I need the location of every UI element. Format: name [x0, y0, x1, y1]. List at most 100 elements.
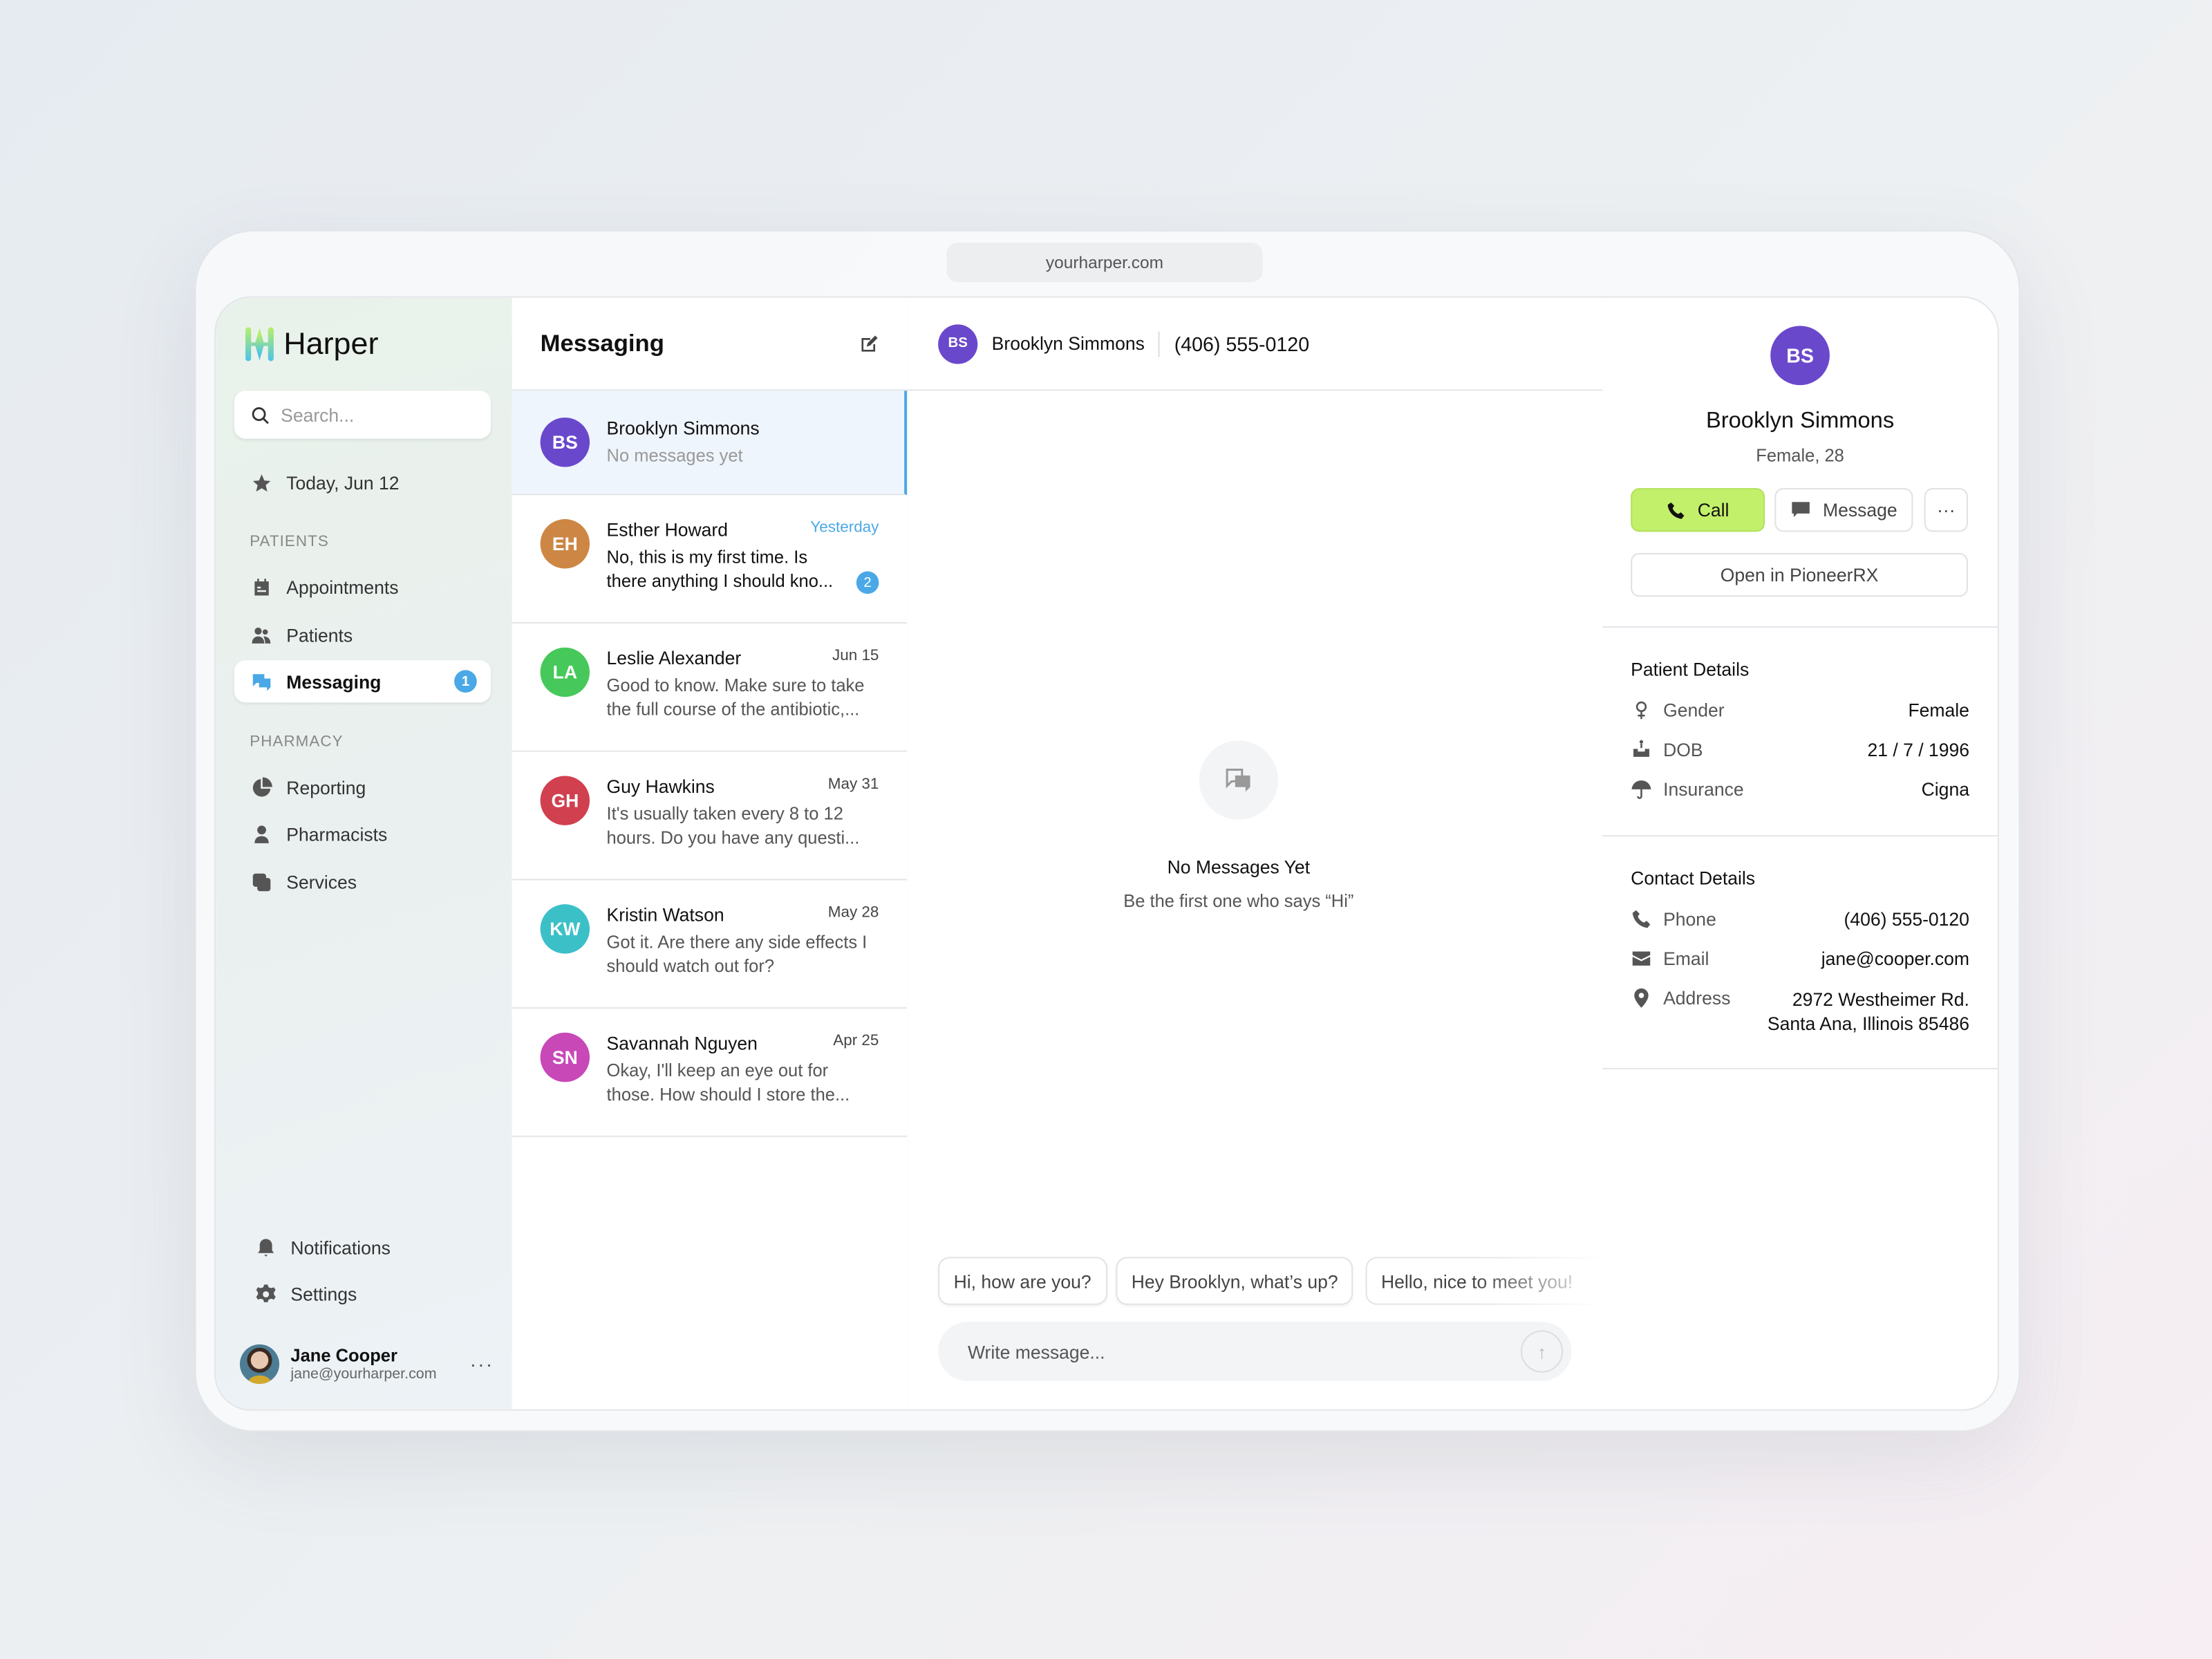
conversation-list: Messaging BS Brooklyn Simmons No message…	[512, 297, 909, 1409]
patient-details-panel: BS Brooklyn Simmons Female, 28 Call Mess…	[1602, 297, 1998, 1409]
avatar: KW	[540, 904, 590, 954]
conversation-date: May 31	[827, 776, 879, 793]
gear-icon	[256, 1284, 276, 1302]
section-pharmacy: PHARMACY	[250, 733, 344, 751]
send-button[interactable]: ↑	[1520, 1330, 1564, 1373]
empty-title: No Messages Yet	[1167, 856, 1311, 878]
user-profile[interactable]: Jane Cooper jane@yourharper.com ···	[239, 1344, 494, 1385]
conversation-date: Jun 15	[832, 647, 879, 665]
today-item[interactable]: Today, Jun 12	[234, 461, 491, 503]
sidebar-item-patients[interactable]: Patients	[234, 614, 491, 656]
pie-chart-icon	[252, 776, 272, 796]
conversation-item[interactable]: GH Guy Hawkins May 31 It's usually taken …	[512, 752, 908, 881]
harper-logo-icon	[245, 327, 274, 362]
female-icon	[1635, 701, 1647, 720]
patient-avatar: BS	[1770, 326, 1830, 386]
contact-name: Leslie Alexander	[606, 647, 742, 669]
message-input[interactable]: Write message... ↑	[938, 1322, 1572, 1381]
message-preview: It's usually taken every 8 to 12 hours. …	[606, 804, 860, 848]
message-preview: Got it. Are there any side effects I sho…	[606, 932, 868, 977]
avatar: EH	[540, 519, 590, 569]
patient-subtitle: Female, 28	[1756, 445, 1844, 466]
avatar: LA	[540, 647, 590, 697]
detail-row-insurance: Insurance Cigna	[1631, 779, 1969, 818]
search-icon	[252, 406, 269, 424]
mail-icon	[1632, 951, 1651, 966]
more-icon[interactable]: ···	[469, 1353, 494, 1376]
user-email: jane@yourharper.com	[290, 1365, 437, 1382]
conversation-date: Apr 25	[833, 1032, 879, 1050]
conversation-item[interactable]: BS Brooklyn Simmons No messages yet	[512, 391, 908, 496]
section-patients: PATIENTS	[250, 533, 329, 550]
chat-icon	[252, 673, 271, 691]
contact-name: Brooklyn Simmons	[606, 417, 760, 438]
detail-row-gender: Gender Female	[1631, 700, 1969, 739]
pharmacist-icon	[254, 825, 269, 843]
app-window: Harper Search... Today, Jun 12 PATIENTS …	[214, 296, 1999, 1411]
empty-chat-icon	[1199, 740, 1278, 820]
detail-row-phone: Phone (406) 555-0120	[1631, 908, 1969, 948]
sidebar-item-reporting[interactable]: Reporting	[234, 766, 491, 808]
sidebar-item-settings[interactable]: Settings	[238, 1273, 495, 1315]
services-icon	[252, 872, 271, 891]
chat-avatar: BS	[938, 324, 978, 364]
phone-icon	[1668, 501, 1685, 518]
conversation-item[interactable]: KW Kristin Watson May 28 Got it. Are ther…	[512, 880, 908, 1009]
contact-details-section: Contact Details Phone (406) 555-0120 Emai…	[1602, 835, 1998, 1069]
section-title: Contact Details	[1631, 868, 1756, 889]
message-preview: Good to know. Make sure to take the full…	[606, 675, 865, 720]
conversation-item[interactable]: LA Leslie Alexander Jun 15 Good to know. …	[512, 624, 908, 752]
cake-icon	[1633, 740, 1649, 757]
detail-row-dob: DOB 21 / 7 / 1996	[1631, 739, 1969, 778]
chat-header: BS Brooklyn Simmons (406) 555-0120	[907, 298, 1603, 391]
message-icon	[1792, 502, 1810, 517]
contact-name: Kristin Watson	[606, 904, 724, 926]
conversation-item[interactable]: EH Esther Howard Yesterday No, this is my…	[512, 495, 908, 624]
list-title: Messaging	[540, 329, 664, 357]
suggestion-chip[interactable]: Hi, how are you?	[938, 1257, 1107, 1305]
location-pin-icon	[1634, 988, 1649, 1008]
message-preview: No, this is my first time. Is there anyt…	[606, 547, 834, 592]
arrow-up-icon: ↑	[1537, 1340, 1547, 1362]
message-button[interactable]: Message	[1774, 488, 1913, 532]
patient-details-section: Patient Details Gender Female DOB 21 / 7 /…	[1602, 626, 1998, 835]
sidebar-item-pharmacists[interactable]: Pharmacists	[234, 813, 491, 855]
more-actions-button[interactable]: ···	[1924, 488, 1968, 532]
suggestion-chip[interactable]: Hey Brooklyn, what’s up?	[1116, 1257, 1354, 1305]
avatar: SN	[540, 1032, 590, 1082]
bell-icon	[258, 1238, 274, 1256]
avatar	[239, 1344, 280, 1385]
message-preview: Okay, I'll keep an eye out for those. Ho…	[606, 1060, 850, 1105]
sidebar-item-notifications[interactable]: Notifications	[238, 1226, 495, 1268]
conversation-item[interactable]: SN Savannah Nguyen Apr 25 Okay, I'll keep…	[512, 1009, 908, 1137]
patient-name: Brooklyn Simmons	[1705, 409, 1895, 433]
chat-contact-name: Brooklyn Simmons	[991, 332, 1145, 355]
section-title: Patient Details	[1631, 659, 1750, 680]
conversation-date: Yesterday	[810, 519, 879, 536]
calendar-icon	[254, 578, 269, 595]
suggestion-chip[interactable]: Hello, nice to meet you!	[1365, 1257, 1609, 1305]
url-bar[interactable]: yourharper.com	[946, 243, 1263, 283]
contact-name: Esther Howard	[606, 519, 729, 541]
search-input[interactable]: Search...	[234, 391, 491, 439]
contact-name: Guy Hawkins	[606, 776, 715, 798]
sidebar-item-messaging[interactable]: Messaging 1	[234, 660, 491, 703]
sidebar: Harper Search... Today, Jun 12 PATIENTS …	[216, 297, 512, 1409]
compose-icon[interactable]	[859, 334, 879, 354]
umbrella-icon	[1631, 780, 1651, 799]
chat-contact-phone: (406) 555-0120	[1174, 332, 1310, 355]
empty-subtitle: Be the first one who says “Hi”	[1123, 891, 1354, 912]
unread-badge: 1	[454, 670, 477, 693]
conversation-date: May 28	[827, 904, 879, 921]
call-button[interactable]: Call	[1631, 488, 1765, 532]
avatar: GH	[540, 776, 590, 825]
sidebar-item-appointments[interactable]: Appointments	[234, 565, 491, 608]
message-preview: No messages yet	[606, 444, 743, 465]
avatar: BS	[540, 418, 590, 467]
users-icon	[252, 626, 271, 643]
detail-row-email: Email jane@cooper.com	[1631, 948, 1969, 987]
open-pioneerrx-button[interactable]: Open in PioneerRX	[1631, 552, 1968, 597]
unread-badge: 2	[856, 571, 879, 594]
sidebar-item-services[interactable]: Services	[234, 861, 491, 903]
logo[interactable]: Harper	[244, 326, 378, 362]
